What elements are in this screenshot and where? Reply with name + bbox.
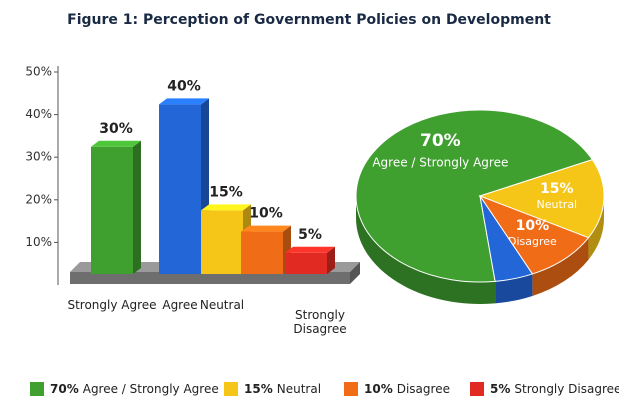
y-tick-label: 40% <box>25 107 52 121</box>
platform-front <box>70 272 350 284</box>
slice-label: Disagree <box>508 235 557 248</box>
legend-swatch <box>344 382 358 396</box>
y-tick-label: 20% <box>25 192 52 206</box>
slice <box>479 195 534 282</box>
slice-label: Agree / Strongly Agree <box>372 156 508 170</box>
slice-side <box>495 273 533 304</box>
bar-top <box>201 204 251 211</box>
x-tick-label: Strongly Agree <box>67 298 157 312</box>
slice-value-label: 70% <box>420 131 461 151</box>
y-tick-label: 50% <box>25 65 52 79</box>
legend-label: Disagree <box>396 382 450 396</box>
legend-item: 15% Neutral <box>224 382 321 396</box>
legend-item: 10% Disagree <box>344 382 450 396</box>
bar-top <box>241 225 291 232</box>
bar-top <box>285 246 335 253</box>
slice-label: Neutral <box>537 198 578 211</box>
platform-side <box>350 262 360 284</box>
slice-side <box>356 196 496 304</box>
slice-value-label: 15% <box>540 181 574 197</box>
bar <box>201 210 243 274</box>
legend-label: Neutral <box>276 382 322 396</box>
y-tick-label: 10% <box>25 235 52 249</box>
legend-label: Strongly Disagree <box>514 382 619 396</box>
value-label: 5% <box>298 227 322 243</box>
legend-swatch <box>470 382 484 396</box>
legend-label: Agree / Strongly Agree <box>82 382 219 396</box>
slice <box>355 109 594 283</box>
slice-value-label: 10% <box>516 218 550 234</box>
legend-value: 5% <box>490 382 511 396</box>
legend-item: 70% Agree / Strongly Agree <box>30 382 219 396</box>
bar <box>91 146 133 274</box>
x-tick-label: Strongly Disagree <box>293 308 347 336</box>
value-label: 10% <box>249 206 283 222</box>
value-label: 15% <box>209 184 243 200</box>
bar <box>159 104 201 275</box>
legend-item: 5% Strongly Disagree <box>470 382 619 396</box>
chart-title: Figure 1: Perception of Government Polic… <box>67 12 551 28</box>
bar-top <box>159 98 209 105</box>
value-label: 30% <box>99 121 133 137</box>
bar-side <box>327 246 335 274</box>
bar-top <box>91 140 141 147</box>
slice <box>478 159 605 239</box>
legend-value: 70% <box>50 382 79 396</box>
bar <box>241 231 283 274</box>
slice <box>478 194 590 275</box>
slice-side <box>588 196 604 260</box>
value-label: 40% <box>167 78 201 94</box>
y-tick-label: 30% <box>25 150 52 164</box>
legend-swatch <box>30 382 44 396</box>
x-tick-label: Agree <box>162 298 198 312</box>
x-tick-label: Neutral <box>199 298 245 312</box>
legend-swatch <box>224 382 238 396</box>
bar-side <box>133 140 141 274</box>
legend-value: 15% <box>244 382 273 396</box>
legend-value: 10% <box>364 382 393 396</box>
bar <box>285 252 327 274</box>
